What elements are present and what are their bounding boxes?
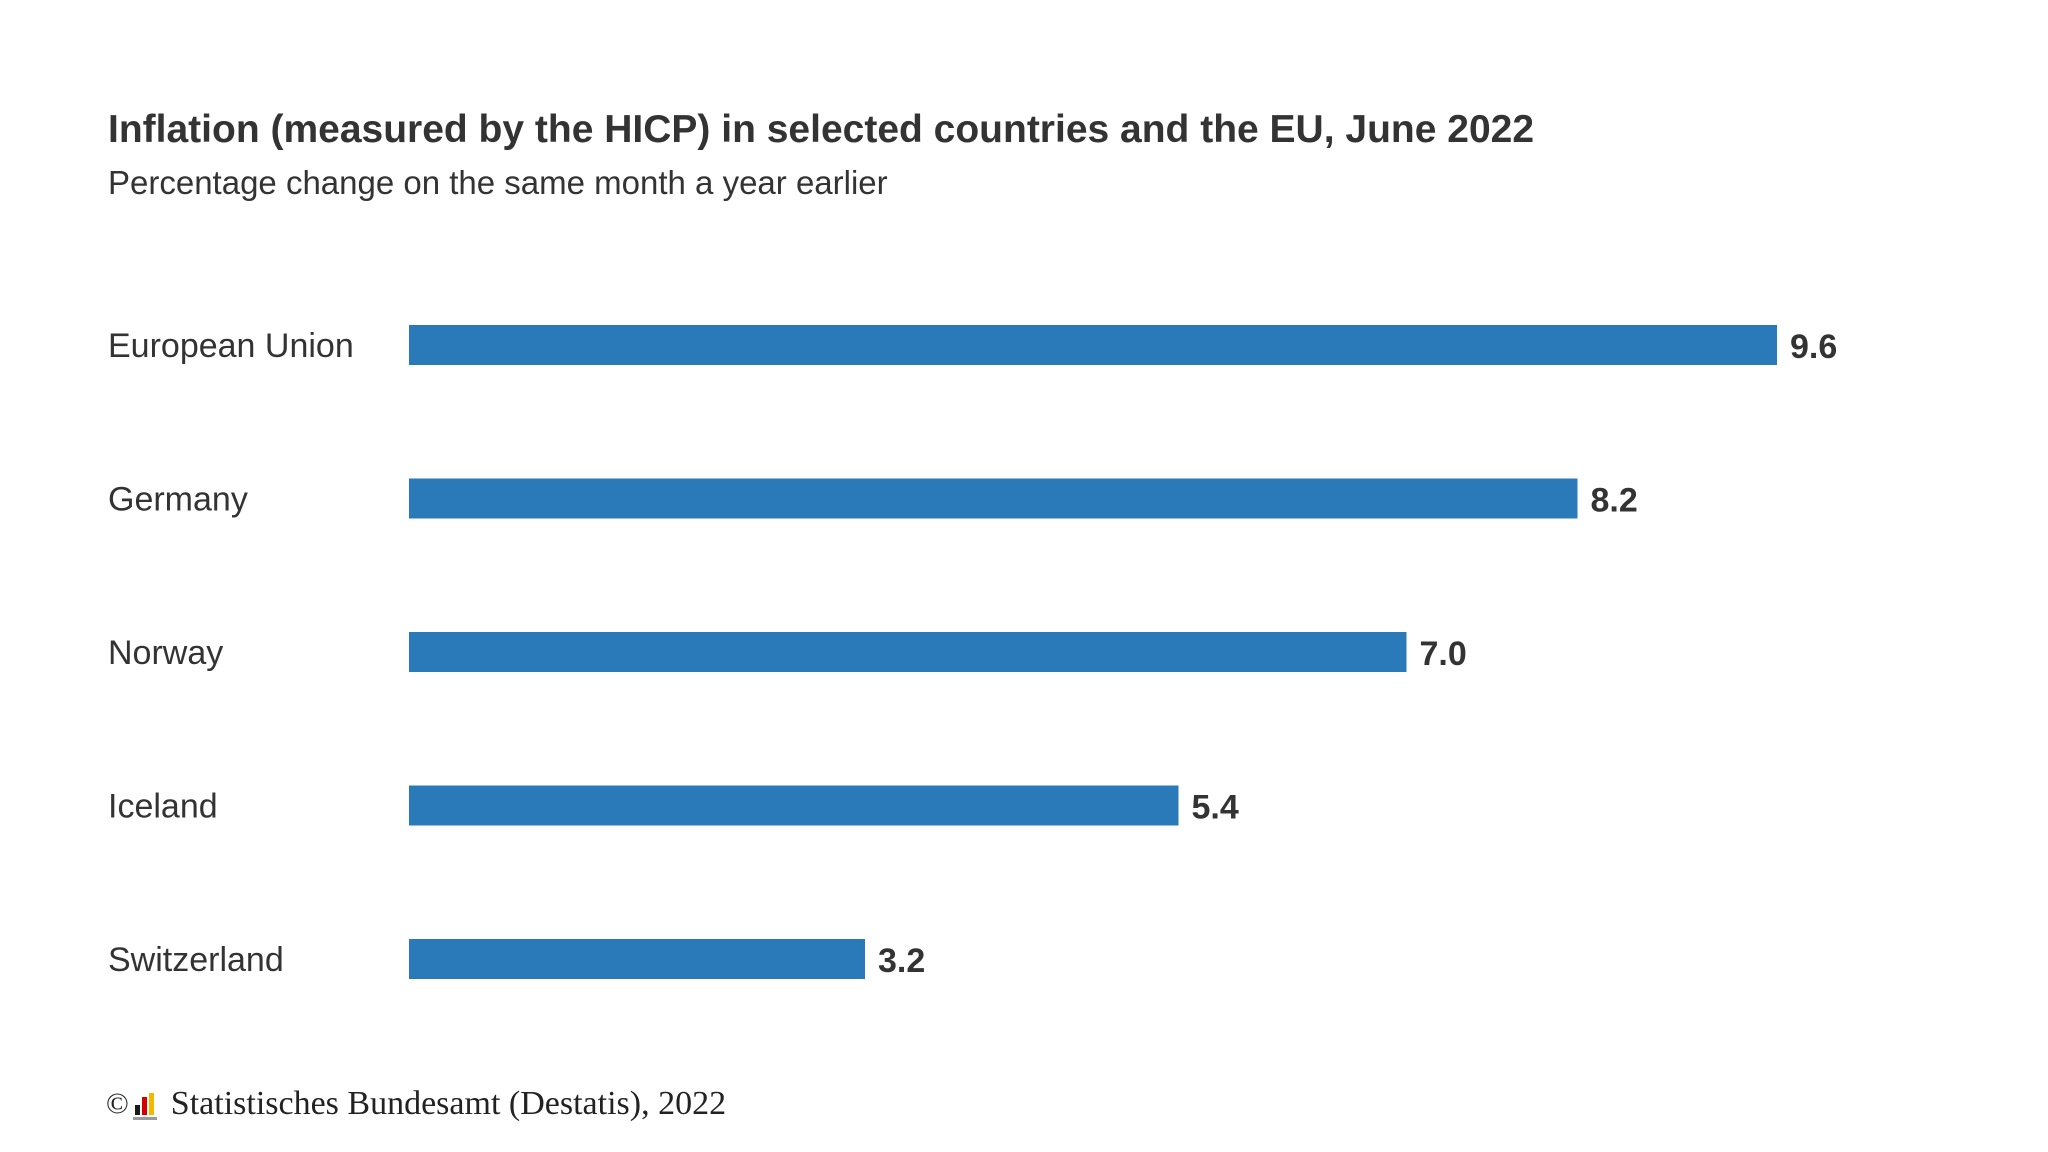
category-label: Switzerland <box>108 941 284 979</box>
category-label: European Union <box>108 327 354 365</box>
bar <box>409 478 1578 519</box>
value-label: 5.4 <box>1192 789 1239 827</box>
value-label: 7.0 <box>1420 635 1467 673</box>
chart-title: Inflation (measured by the HICP) in sele… <box>108 108 1535 151</box>
copyright-symbol: © <box>106 1087 129 1120</box>
category-label: Iceland <box>108 788 218 826</box>
value-label: 3.2 <box>878 942 925 980</box>
destatis-logo-icon <box>132 1093 157 1120</box>
bar <box>409 632 1407 672</box>
bar <box>409 939 865 979</box>
source-text: Statistisches Bundesamt (Destatis), 2022 <box>170 1085 727 1122</box>
value-label: 8.2 <box>1591 482 1638 520</box>
source-credit: © Statistisches Bundesamt (Destatis), 20… <box>106 1085 726 1123</box>
value-label: 9.6 <box>1790 328 1837 366</box>
category-label: Norway <box>108 634 223 672</box>
bar <box>409 785 1179 826</box>
category-label: Germany <box>108 481 248 519</box>
bar <box>409 325 1777 365</box>
chart-subtitle: Percentage change on the same month a ye… <box>108 164 888 201</box>
